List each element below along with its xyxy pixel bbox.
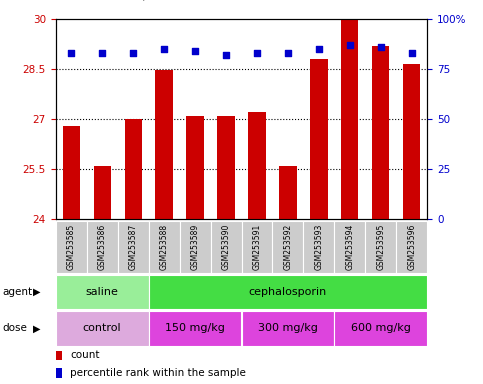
Bar [211,221,242,273]
Point [191,48,199,54]
Bar [149,275,427,309]
Point [408,50,416,56]
Text: GSM253588: GSM253588 [159,223,169,270]
Bar [372,46,389,219]
Bar [56,221,86,273]
Bar [272,221,303,273]
Text: 600 mg/kg: 600 mg/kg [351,323,411,333]
Bar [149,311,242,346]
Text: percentile rank within the sample: percentile rank within the sample [71,368,246,378]
Point [67,50,75,56]
Bar [56,351,62,360]
Bar [186,116,203,219]
Point [346,42,354,48]
Bar [56,311,149,346]
Text: GSM253589: GSM253589 [190,223,199,270]
Point [160,46,168,52]
Bar [125,119,142,219]
Point [222,52,230,58]
Bar [94,166,111,219]
Text: GDS3400 / 44489: GDS3400 / 44489 [80,0,191,2]
Text: GSM253585: GSM253585 [67,223,75,270]
Bar [156,70,172,219]
Text: GSM253587: GSM253587 [128,223,138,270]
Text: agent: agent [2,287,32,297]
Bar [217,116,235,219]
Bar [56,275,149,309]
Point [98,50,106,56]
Text: GSM253592: GSM253592 [284,223,293,270]
Bar [366,221,397,273]
Text: ▶: ▶ [33,323,41,333]
Point [315,46,323,52]
Bar [248,113,266,219]
Text: count: count [71,350,100,360]
Bar [303,221,334,273]
Text: 300 mg/kg: 300 mg/kg [258,323,318,333]
Text: cephalosporin: cephalosporin [249,287,327,297]
Bar [334,311,427,346]
Text: dose: dose [2,323,28,333]
Text: GSM253586: GSM253586 [98,223,107,270]
Bar [180,221,211,273]
Text: GSM253591: GSM253591 [253,223,261,270]
Point [377,44,385,50]
Bar [56,368,62,377]
Bar [149,221,180,273]
Text: GSM253595: GSM253595 [376,223,385,270]
Text: 150 mg/kg: 150 mg/kg [165,323,225,333]
Bar [334,221,366,273]
Point [284,50,292,56]
Text: saline: saline [85,287,118,297]
Bar [341,19,358,219]
Bar [117,221,149,273]
Point [129,50,137,56]
Bar [242,221,272,273]
Bar [86,221,117,273]
Text: ▶: ▶ [33,287,41,297]
Bar [280,166,297,219]
Bar [62,126,80,219]
Bar [242,311,334,346]
Bar [403,64,421,219]
Text: GSM253594: GSM253594 [345,223,355,270]
Text: GSM253590: GSM253590 [222,223,230,270]
Text: GSM253593: GSM253593 [314,223,324,270]
Text: control: control [83,323,121,333]
Bar [397,221,427,273]
Point [253,50,261,56]
Bar [311,59,327,219]
Text: GSM253596: GSM253596 [408,223,416,270]
